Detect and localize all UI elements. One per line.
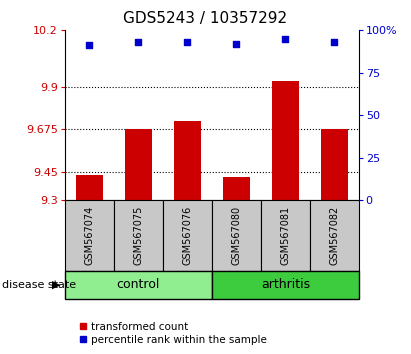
Bar — [212, 200, 261, 271]
Bar — [125, 129, 152, 200]
Point — [233, 41, 240, 46]
Text: GSM567082: GSM567082 — [329, 206, 339, 265]
Text: GDS5243 / 10357292: GDS5243 / 10357292 — [123, 11, 288, 25]
Text: GSM567081: GSM567081 — [280, 206, 290, 265]
Text: GSM567074: GSM567074 — [84, 206, 95, 265]
Bar — [163, 200, 212, 271]
Point — [135, 39, 142, 45]
Text: control: control — [117, 279, 160, 291]
Bar — [65, 200, 114, 271]
Bar — [174, 121, 201, 200]
Bar — [310, 200, 359, 271]
Text: disease state: disease state — [2, 280, 76, 290]
Bar — [114, 200, 163, 271]
Text: arthritis: arthritis — [261, 279, 310, 291]
Point — [331, 39, 337, 45]
Bar — [65, 271, 212, 299]
Text: GSM567075: GSM567075 — [134, 206, 143, 265]
Point — [86, 42, 93, 48]
Bar — [261, 200, 310, 271]
Bar — [272, 81, 299, 200]
Text: ▶: ▶ — [52, 280, 61, 290]
Legend: transformed count, percentile rank within the sample: transformed count, percentile rank withi… — [74, 317, 271, 349]
Bar — [223, 177, 250, 200]
Point — [184, 39, 191, 45]
Bar — [321, 129, 348, 200]
Bar — [212, 271, 359, 299]
Text: GSM567076: GSM567076 — [182, 206, 192, 265]
Text: GSM567080: GSM567080 — [231, 206, 241, 265]
Bar — [76, 176, 103, 200]
Point — [282, 36, 289, 41]
